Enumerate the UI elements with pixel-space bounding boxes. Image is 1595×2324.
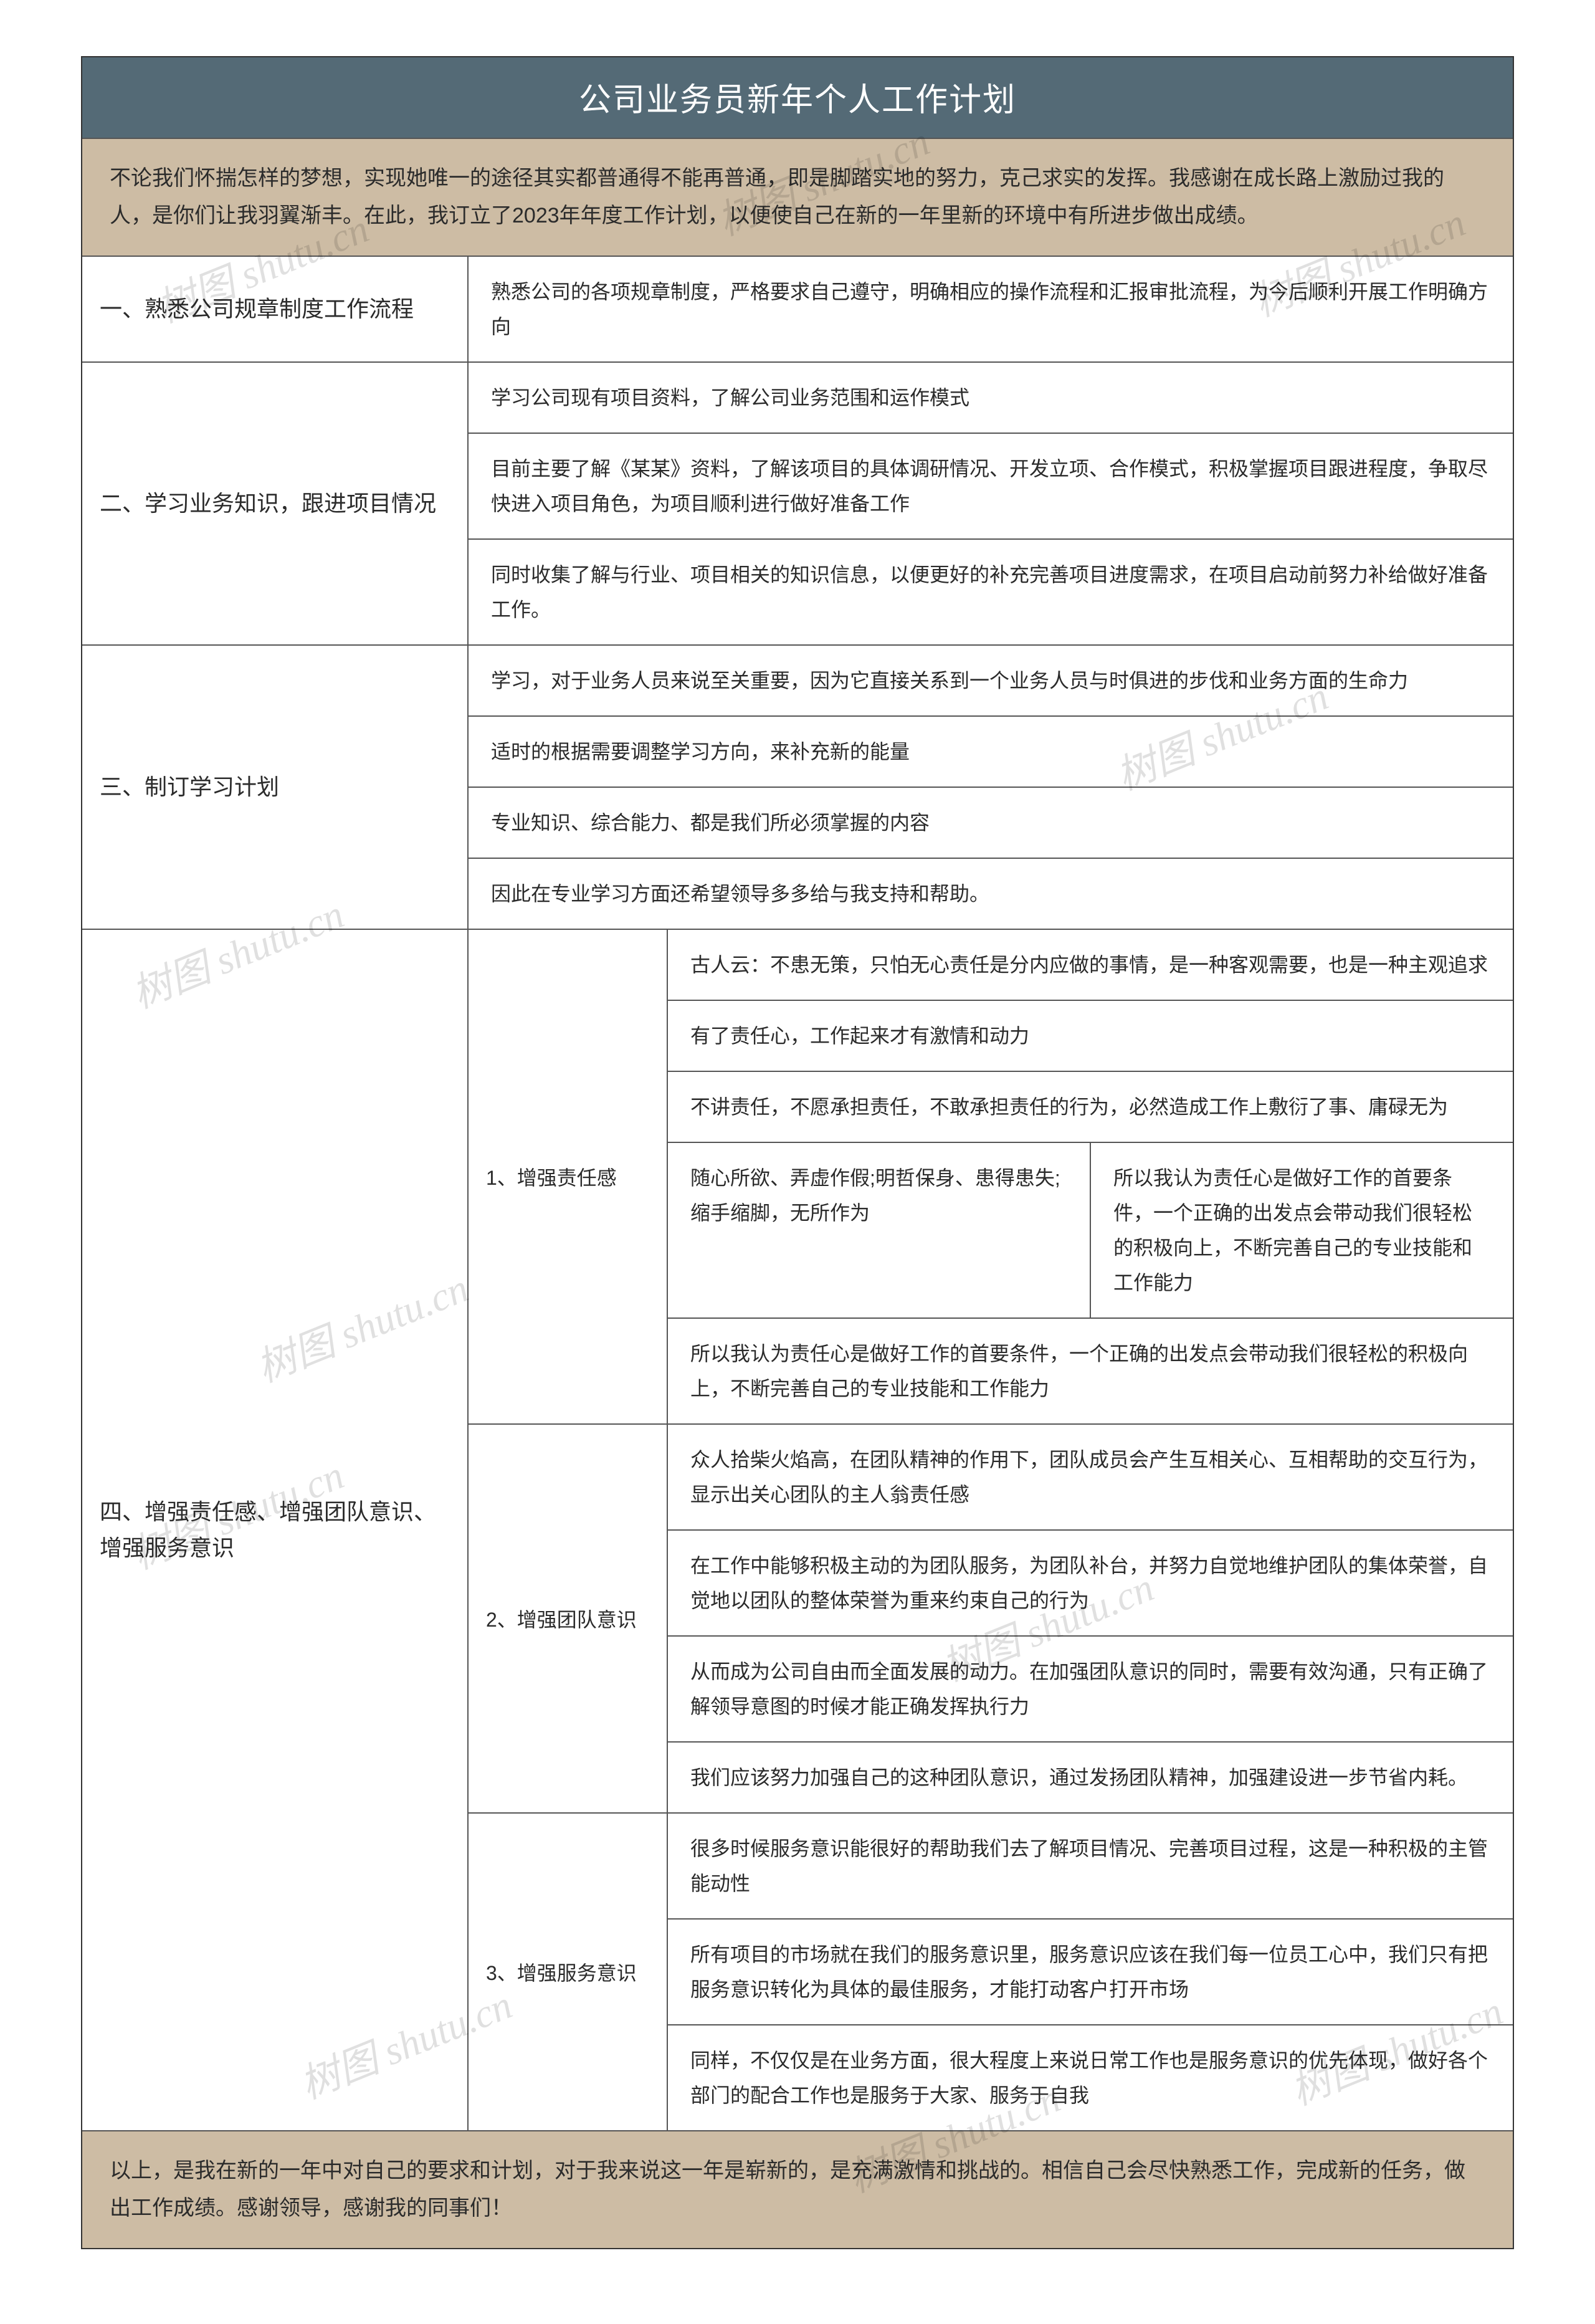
section-4-sub-3-body: 很多时候服务意识能很好的帮助我们去了解项目情况、完善项目过程，这是一种积极的主管… [668, 1814, 1513, 2130]
section-4-sub-1-body: 古人云：不患无策，只怕无心责任是分内应做的事情，是一种客观需要，也是一种主观追求… [668, 930, 1513, 1423]
document-title: 公司业务员新年个人工作计划 [82, 57, 1513, 138]
section-1-body: 熟悉公司的各项规章制度，严格要求自己遵守，明确相应的操作流程和汇报审批流程，为今… [469, 257, 1513, 361]
section-4-heading: 四、增强责任感、增强团队意识、增强服务意识 [82, 930, 469, 2130]
section-2-body: 学习公司现有项目资料，了解公司业务范围和运作模式 目前主要了解《某某》资料，了解… [469, 363, 1513, 644]
section-3-item: 因此在专业学习方面还希望领导多多给与我支持和帮助。 [469, 858, 1513, 929]
section-1-item: 熟悉公司的各项规章制度，严格要求自己遵守，明确相应的操作流程和汇报审批流程，为今… [469, 257, 1513, 361]
table-cell: 同样，不仅仅是在业务方面，很大程度上来说日常工作也是服务意识的优先体现，做好各个… [668, 2024, 1513, 2130]
section-2-item: 同时收集了解与行业、项目相关的知识信息，以便更好的补充完善项目进度需求，在项目启… [469, 538, 1513, 644]
table-cell: 古人云：不患无策，只怕无心责任是分内应做的事情，是一种客观需要，也是一种主观追求 [668, 930, 1513, 1000]
document-table: 公司业务员新年个人工作计划 不论我们怀揣怎样的梦想，实现她唯一的途径其实都普通得… [81, 56, 1514, 2249]
section-4-sub-2-label: 2、增强团队意识 [469, 1425, 668, 1812]
section-4-sub-1-label: 1、增强责任感 [469, 930, 668, 1423]
table-cell: 从而成为公司自由而全面发展的动力。在加强团队意识的同时，需要有效沟通，只有正确了… [668, 1635, 1513, 1741]
section-3-item: 适时的根据需要调整学习方向，来补充新的能量 [469, 715, 1513, 787]
section-4: 四、增强责任感、增强团队意识、增强服务意识 1、增强责任感 古人云：不患无策，只… [82, 929, 1513, 2130]
section-3-body: 学习，对于业务人员来说至关重要，因为它直接关系到一个业务人员与时俱进的步伐和业务… [469, 646, 1513, 929]
section-2-heading: 二、学习业务知识，跟进项目情况 [82, 363, 469, 644]
table-cell: 很多时候服务意识能很好的帮助我们去了解项目情况、完善项目过程，这是一种积极的主管… [668, 1814, 1513, 1918]
table-cell: 在工作中能够积极主动的为团队服务，为团队补台，并努力自觉地维护团队的集体荣誉，自… [668, 1529, 1513, 1635]
table-cell: 我们应该努力加强自己的这种团队意识，通过发扬团队精神，加强建设进一步节省内耗。 [668, 1741, 1513, 1812]
section-3-item: 专业知识、综合能力、都是我们所必须掌握的内容 [469, 787, 1513, 858]
outro-paragraph: 以上，是我在新的一年中对自己的要求和计划，对于我来说这一年是崭新的，是充满激情和… [82, 2130, 1513, 2248]
intro-paragraph: 不论我们怀揣怎样的梦想，实现她唯一的途径其实都普通得不能再普通，即是脚踏实地的努… [82, 138, 1513, 256]
section-2-item: 目前主要了解《某某》资料，了解该项目的具体调研情况、开发立项、合作模式，积极掌握… [469, 433, 1513, 538]
table-cell: 众人拾柴火焰高，在团队精神的作用下，团队成员会产生互相关心、互相帮助的交互行为，… [668, 1425, 1513, 1529]
section-4-body: 1、增强责任感 古人云：不患无策，只怕无心责任是分内应做的事情，是一种客观需要，… [469, 930, 1513, 2130]
table-split-row: 随心所欲、弄虚作假;明哲保身、患得患失;缩手缩脚，无所作为 所以我认为责任心是做… [668, 1142, 1513, 1317]
section-4-sub-2: 2、增强团队意识 众人拾柴火焰高，在团队精神的作用下，团队成员会产生互相关心、互… [469, 1423, 1513, 1812]
section-1: 一、熟悉公司规章制度工作流程 熟悉公司的各项规章制度，严格要求自己遵守，明确相应… [82, 256, 1513, 361]
table-cell: 有了责任心，工作起来才有激情和动力 [668, 1000, 1513, 1071]
section-3: 三、制订学习计划 学习，对于业务人员来说至关重要，因为它直接关系到一个业务人员与… [82, 644, 1513, 929]
page: 公司业务员新年个人工作计划 不论我们怀揣怎样的梦想，实现她唯一的途径其实都普通得… [0, 0, 1595, 2324]
table-cell: 随心所欲、弄虚作假;明哲保身、患得患失;缩手缩脚，无所作为 [668, 1143, 1091, 1317]
table-cell: 所以我认为责任心是做好工作的首要条件，一个正确的出发点会带动我们很轻松的积极向上… [1091, 1143, 1513, 1317]
section-2-item: 学习公司现有项目资料，了解公司业务范围和运作模式 [469, 363, 1513, 433]
section-4-sub-3: 3、增强服务意识 很多时候服务意识能很好的帮助我们去了解项目情况、完善项目过程，… [469, 1812, 1513, 2130]
section-4-sub-2-body: 众人拾柴火焰高，在团队精神的作用下，团队成员会产生互相关心、互相帮助的交互行为，… [668, 1425, 1513, 1812]
table-cell: 所有项目的市场就在我们的服务意识里，服务意识应该在我们每一位员工心中，我们只有把… [668, 1918, 1513, 2024]
table-cell: 所以我认为责任心是做好工作的首要条件，一个正确的出发点会带动我们很轻松的积极向上… [668, 1317, 1513, 1423]
section-2: 二、学习业务知识，跟进项目情况 学习公司现有项目资料，了解公司业务范围和运作模式… [82, 361, 1513, 644]
table-cell: 不讲责任，不愿承担责任，不敢承担责任的行为，必然造成工作上敷衍了事、庸碌无为 [668, 1071, 1513, 1142]
section-1-heading: 一、熟悉公司规章制度工作流程 [82, 257, 469, 361]
section-4-sub-1: 1、增强责任感 古人云：不患无策，只怕无心责任是分内应做的事情，是一种客观需要，… [469, 930, 1513, 1423]
section-4-sub-3-label: 3、增强服务意识 [469, 1814, 668, 2130]
section-3-item: 学习，对于业务人员来说至关重要，因为它直接关系到一个业务人员与时俱进的步伐和业务… [469, 646, 1513, 715]
section-3-heading: 三、制订学习计划 [82, 646, 469, 929]
